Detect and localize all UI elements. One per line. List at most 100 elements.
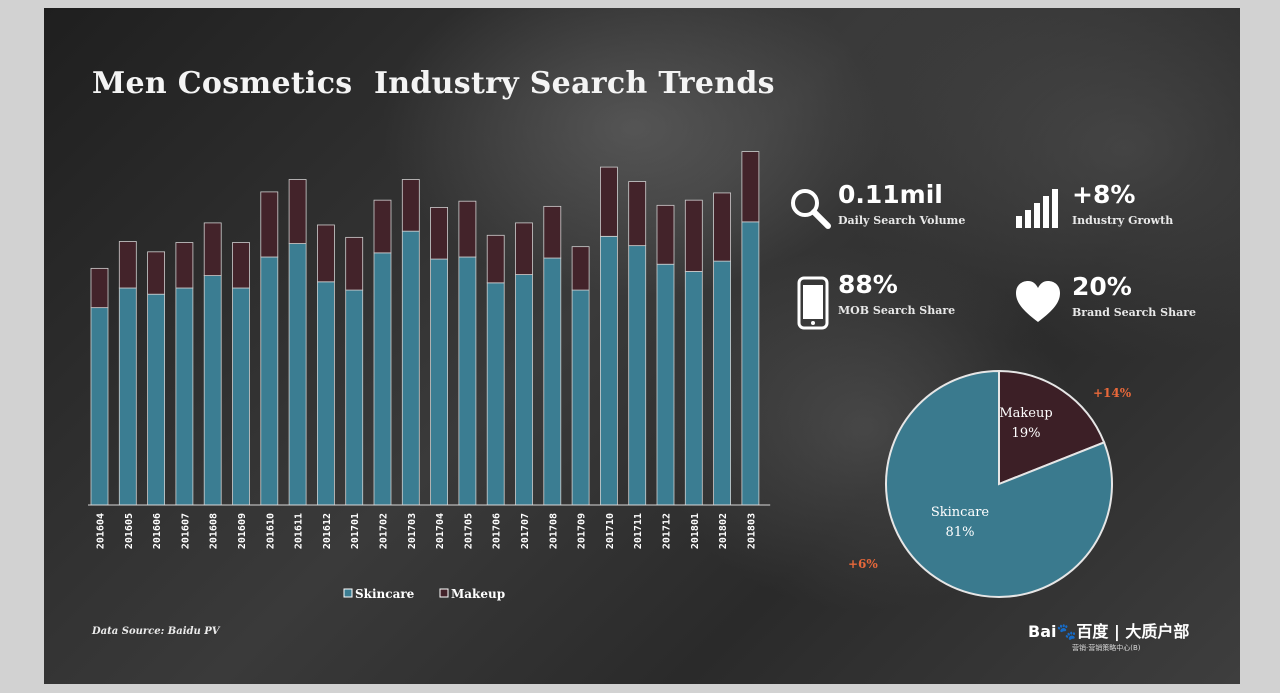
bar-skincare-201605: [118, 287, 137, 506]
phone-icon: [797, 276, 829, 330]
bar-skincare-201708: [543, 257, 562, 506]
bar-skincare-201705: [458, 256, 477, 506]
stat-value: 20%: [1072, 272, 1132, 301]
x-tick-label: 201606: [152, 513, 163, 549]
bar-makeup-201610: [260, 191, 279, 258]
slide-background: Men Cosmetics Industry Search Trends 201…: [44, 8, 1240, 684]
x-tick-label: 201701: [350, 513, 361, 549]
x-tick-label: 201708: [548, 513, 559, 549]
bar-makeup-201612: [316, 224, 335, 283]
bar-makeup-201604: [90, 267, 109, 309]
bar-skincare-201611: [288, 243, 307, 506]
x-tick-label: 201610: [265, 513, 276, 549]
x-tick-label: 201604: [96, 513, 107, 549]
bar-makeup-201701: [345, 236, 364, 291]
x-tick-label: 201607: [180, 513, 191, 549]
chart-title: Men Cosmetics Industry Search Trends: [92, 66, 775, 101]
search-icon: [791, 189, 831, 229]
x-tick-label: 201705: [463, 513, 474, 549]
bar-skincare-201606: [147, 293, 165, 506]
pie-label-makeup: Makeup: [999, 406, 1052, 421]
stat-label: Daily Search Volume: [838, 214, 966, 227]
bar-makeup-201712: [656, 204, 675, 265]
stat-label: MOB Search Share: [838, 304, 956, 317]
stat-value: 88%: [838, 270, 898, 299]
bar-skincare-201712: [656, 263, 675, 506]
pie-percent-skincare: 81%: [946, 525, 975, 540]
bar-skincare-201701: [345, 289, 364, 506]
x-tick-label: 201611: [294, 513, 305, 549]
bar-chart: 201604 201605 201606 201607 201608 201609 2016…: [88, 151, 771, 601]
bar-skincare-201706: [486, 282, 505, 506]
bar-skincare-201709: [571, 289, 590, 506]
bar-makeup-201705: [458, 200, 477, 258]
bar-makeup-201609: [232, 242, 250, 289]
bar-skincare-201707: [515, 274, 533, 506]
pie-growth-makeup: +14%: [1093, 386, 1132, 400]
bar-makeup-201704: [430, 206, 449, 260]
logo-main-text: Bai🐾百度 | 大质户部: [1028, 622, 1190, 641]
pie-label-skincare: Skincare: [931, 505, 990, 520]
bar-makeup-201605: [118, 241, 137, 289]
bar-skincare-201801: [684, 271, 703, 506]
bar-skincare-201703: [401, 230, 420, 506]
stat-label: Industry Growth: [1072, 214, 1174, 227]
bar-skincare-201704: [430, 258, 449, 506]
pie-slice-makeup: [998, 369, 1106, 486]
bar-makeup-201710: [600, 166, 618, 237]
bar-makeup-201708: [543, 205, 562, 259]
legend-swatch-makeup: [439, 588, 449, 598]
stat-value: 0.11mil: [838, 180, 943, 209]
bar-skincare-201803: [741, 221, 760, 506]
x-tick-label: 201605: [124, 513, 135, 549]
x-tick-label: 201801: [690, 513, 701, 549]
bar-makeup-201707: [515, 222, 533, 275]
bar-skincare-201702: [373, 252, 392, 506]
stat-label: Brand Search Share: [1072, 306, 1196, 319]
logo-sub-text: 营销·营销策略中心(B): [1072, 644, 1141, 652]
bar-makeup-201709: [571, 246, 590, 291]
bar-skincare-201608: [203, 275, 222, 506]
x-tick-label: 201608: [209, 513, 220, 549]
data-source-note: Data Source: Baidu PV: [92, 626, 220, 637]
bar-skincare-201604: [90, 307, 109, 506]
bar-growth-icon: [1016, 189, 1058, 228]
x-tick-label: 201802: [718, 513, 729, 549]
stat-value: +8%: [1072, 180, 1136, 209]
bar-skincare-201710: [600, 235, 618, 506]
bar-skincare-201612: [316, 281, 335, 506]
bar-skincare-201802: [713, 260, 731, 506]
bar-makeup-201703: [401, 179, 420, 232]
bar-makeup-201608: [203, 222, 222, 276]
x-tick-label: 201702: [379, 513, 390, 549]
bar-makeup-201711: [628, 181, 647, 247]
legend-label-makeup: Makeup: [451, 587, 505, 601]
x-tick-label: 201707: [520, 513, 531, 549]
bar-makeup-201706: [486, 234, 505, 284]
x-tick-label: 201706: [492, 513, 503, 549]
bar-skincare-201711: [628, 245, 647, 506]
bar-makeup-201607: [175, 242, 194, 289]
bar-makeup-201611: [288, 179, 307, 244]
heart-icon: [1016, 281, 1060, 322]
pie-slice-skincare: [884, 369, 1113, 598]
bar-skincare-201607: [175, 287, 194, 506]
x-tick-label: 201704: [435, 513, 446, 549]
bar-makeup-201803: [741, 151, 760, 223]
legend-swatch-skincare: [343, 588, 353, 598]
bar-makeup-201606: [147, 251, 165, 295]
bar-skincare-201610: [260, 256, 279, 506]
baidu-logo: Bai🐾百度 | 大质户部 营销·营销策略中心(B): [1028, 618, 1189, 653]
x-tick-label: 201709: [577, 513, 588, 549]
x-tick-label: 201711: [633, 513, 644, 549]
x-tick-label: 201710: [605, 513, 616, 549]
bar-makeup-201802: [713, 192, 731, 262]
x-tick-label: 201803: [746, 513, 757, 549]
bar-makeup-201702: [373, 199, 392, 254]
bar-skincare-201609: [232, 287, 250, 506]
bar-makeup-201801: [684, 199, 703, 272]
legend-label-skincare: Skincare: [355, 587, 415, 601]
x-tick-label: 201712: [662, 513, 673, 549]
pie-percent-makeup: 19%: [1012, 426, 1041, 441]
x-tick-label: 201703: [407, 513, 418, 549]
